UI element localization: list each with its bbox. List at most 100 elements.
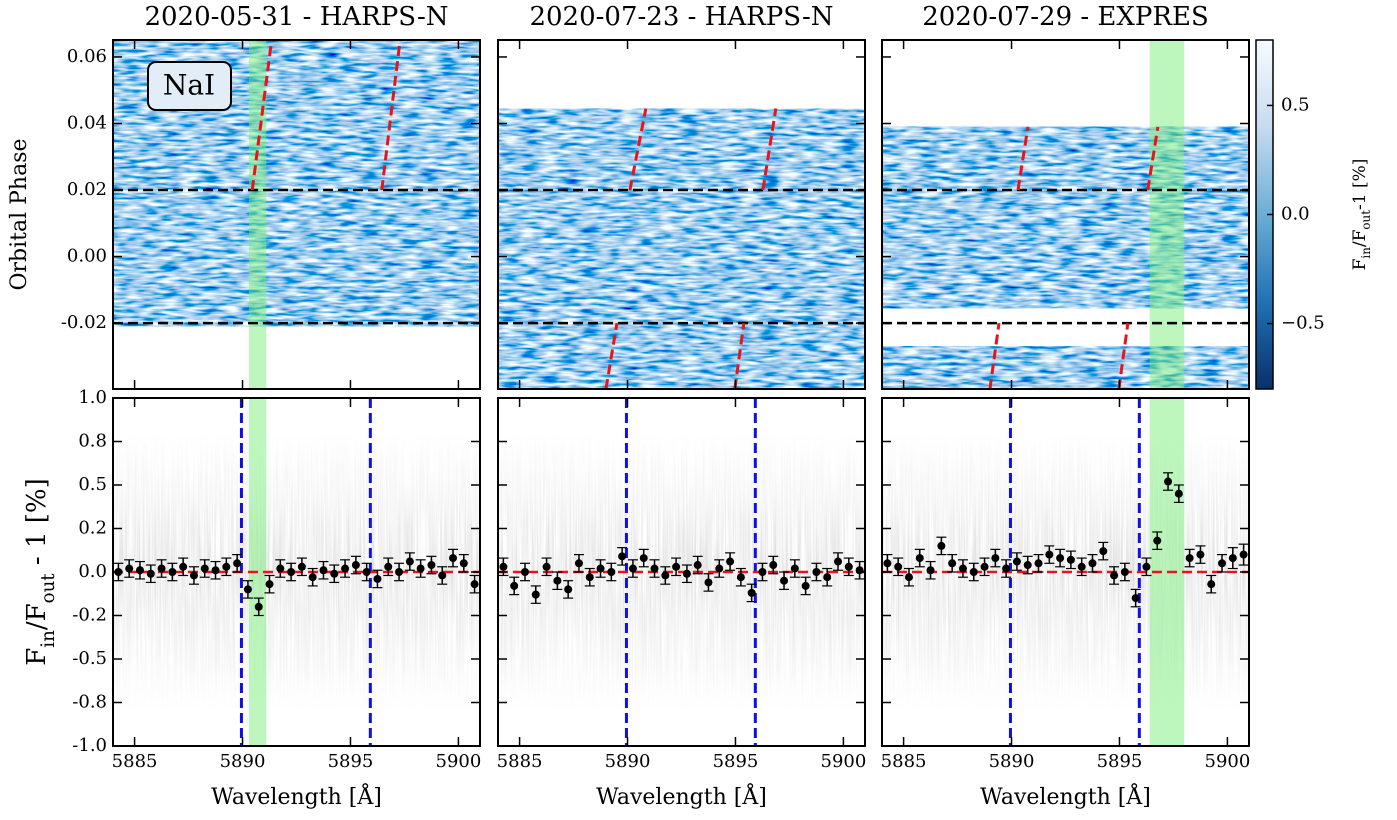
heatmap [882,126,1249,309]
data-point [459,559,468,568]
data-point [1099,547,1108,556]
panel [497,397,866,747]
data-point [405,557,414,566]
subscript: out [1359,210,1373,230]
y-tick-label: -0.2 [72,605,107,626]
data-point [233,559,242,568]
data-point [607,568,616,576]
frame [497,39,866,390]
data-point [254,602,263,611]
data-point [969,568,978,576]
y-tick-label: 0.5 [78,474,107,495]
axis-label: Fin/Fout - 1 [%] [22,478,59,666]
data-point [758,568,767,576]
data-point [168,568,177,576]
data-point [427,561,436,570]
data-point [330,569,339,578]
y-tick-label: 0.0 [78,561,107,582]
annotation: NaI [163,69,215,102]
data-point [855,566,864,575]
label-part: F [22,648,52,666]
x-tick-label: 5900 [821,751,867,772]
data-point [661,571,670,580]
y-tick-label: 0.00 [67,246,107,267]
data-point [146,569,155,578]
frame [881,39,1250,390]
data-point [1045,550,1054,559]
x-tick-label: 5885 [497,751,543,772]
y-tick-label: 0.04 [67,113,107,134]
data-point [801,581,810,590]
colorbar-tick-label: −0.5 [1281,313,1325,334]
data-point [449,554,458,563]
data-point [926,566,935,575]
planet-trace [1117,322,1130,389]
y-tick-label: -1.0 [72,735,107,756]
data-point [1110,571,1119,580]
data-point [991,554,1000,563]
data-point [1012,557,1021,566]
frame [112,39,481,390]
y-tick-label: -0.02 [61,312,107,333]
data-point [812,568,821,576]
x-tick-label: 5890 [220,751,266,772]
plot-area [498,108,865,389]
annotation-box [147,61,232,111]
panel [881,397,1250,747]
data-point [1023,561,1032,570]
data-point [211,566,220,575]
data-point [780,576,789,585]
x-tick-label: 5895 [328,751,374,772]
data-point [1120,568,1129,576]
data-point [1153,536,1162,545]
data-point [1239,550,1248,559]
axis-label: Wavelength [Å] [980,782,1151,810]
colorbar-tick-label: 0.5 [1281,94,1310,115]
x-tick-label: 5890 [605,751,651,772]
data-point [499,562,508,571]
planet-trace [250,40,274,191]
x-tick-label: 5885 [112,751,158,772]
y-tick-label: -0.8 [72,692,107,713]
data-point [726,557,735,566]
axis-label: Wavelength [Å] [211,782,382,810]
data-point [596,564,605,573]
x-tick-label: 5895 [713,751,759,772]
panel [497,39,866,390]
plot-area [113,398,480,746]
data-point [715,564,724,573]
data-point [243,585,252,594]
planet-trace [1146,126,1160,191]
data-point [179,562,188,571]
planet-trace [733,322,746,389]
planet-trace [604,322,619,389]
highlight-band [1149,40,1185,389]
x-tick-label: 5890 [989,751,1035,772]
axis-label: Wavelength [Å] [596,782,767,810]
data-point [351,561,360,570]
data-point [894,562,903,571]
planet-trace [1016,126,1030,191]
y-tick-label: 0.02 [67,179,107,200]
y-tick-label: 1.0 [78,387,107,408]
planet-trace [628,108,648,191]
label-part: -1 [%] [1350,159,1370,210]
data-point [222,562,231,571]
data-point [1164,477,1173,486]
panel [881,39,1250,390]
data-point [1131,594,1140,603]
data-point [628,564,637,573]
data-point [362,568,371,576]
data-point [319,566,328,575]
data-point [384,562,393,571]
plot-area [882,398,1249,746]
data-point [915,554,924,563]
data-point [265,580,274,589]
x-tick-label: 5900 [436,751,482,772]
panel-title: 2020-07-29 - EXPRES [922,2,1209,32]
subscript: in [1359,247,1373,259]
data-point [276,564,285,573]
data-point [520,568,529,576]
data-point [189,571,198,580]
